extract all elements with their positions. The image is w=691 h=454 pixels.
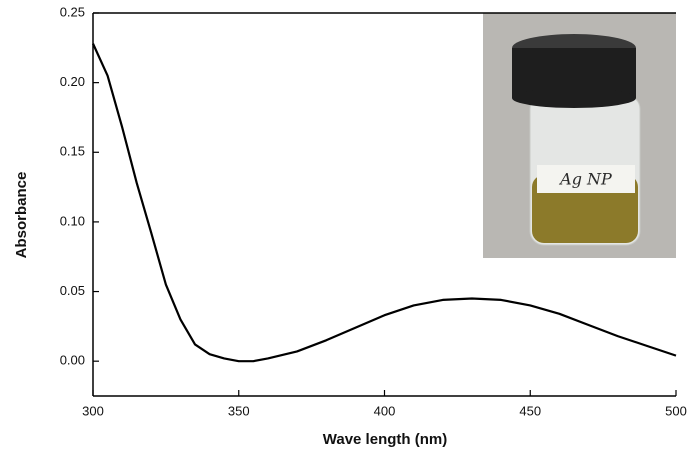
y-tick-label: 0.10 <box>60 213 85 228</box>
absorbance-line <box>91 43 677 363</box>
vial-label <box>537 165 635 193</box>
x-tick-label: 300 <box>82 403 104 418</box>
x-tick-label: 500 <box>665 403 687 418</box>
y-tick-label: 0.25 <box>60 4 85 19</box>
y-axis-title: Absorbance <box>13 172 30 259</box>
y-tick-label: 0.20 <box>60 74 85 89</box>
inset-photo: Ag NP <box>483 13 676 258</box>
y-tick-label: 0.15 <box>60 144 85 159</box>
x-axis-title: Wave length (nm) <box>323 431 447 448</box>
y-tick-label: 0.05 <box>60 283 85 298</box>
inset-label: Ag NP <box>558 170 612 189</box>
x-tick-label: 350 <box>228 403 250 418</box>
y-tick-label: 0.00 <box>60 353 85 368</box>
x-tick-label: 400 <box>374 403 396 418</box>
x-tick-label: 450 <box>519 403 541 418</box>
cap-bottom <box>512 88 636 108</box>
